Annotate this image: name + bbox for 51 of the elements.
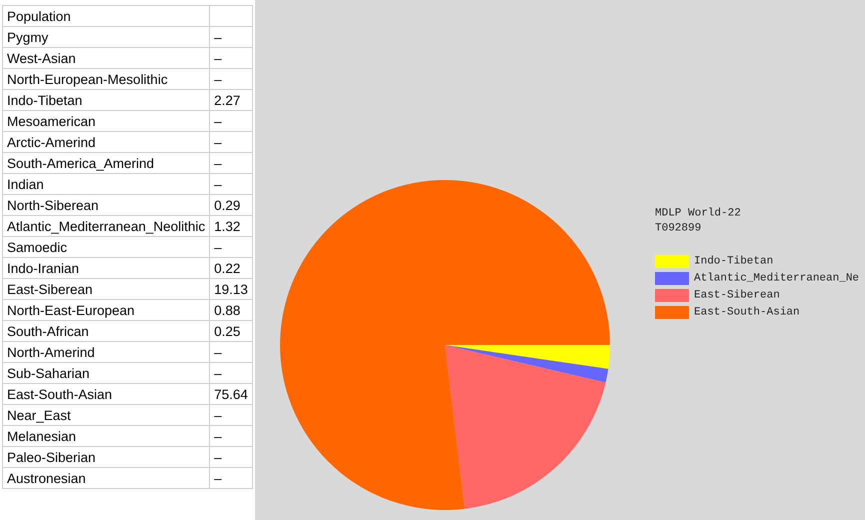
- category-label: Austronesian: [2, 468, 210, 488]
- text: –: [214, 156, 222, 170]
- category-label: Atlantic_Mediterranean_Neolithic: [2, 216, 210, 236]
- text: 0.22: [214, 260, 240, 276]
- category-label: Arctic-Amerind: [2, 132, 210, 152]
- category-label: Indian: [2, 174, 210, 194]
- text: –: [214, 240, 222, 254]
- text: –: [214, 50, 222, 66]
- category-label: Pygmy: [2, 26, 210, 48]
- category-label: North-East-European: [2, 300, 210, 320]
- text: –: [214, 366, 222, 380]
- category-label: West-Asian: [2, 48, 210, 68]
- legend-label: East-Siberean: [694, 290, 780, 302]
- text: –: [214, 134, 222, 150]
- text: –: [214, 428, 222, 444]
- category-label: North-Amerind: [2, 342, 210, 362]
- text: 0.29: [214, 198, 240, 212]
- category-label: North-Siberean: [2, 194, 210, 216]
- text: MDLP World-22: [655, 208, 741, 220]
- text: T092899: [655, 222, 702, 234]
- category-label: Near_East: [2, 404, 210, 426]
- category-label: North-European-Mesolithic: [2, 68, 210, 90]
- category-label: Mesoamerican: [2, 110, 210, 132]
- text: 19.13: [214, 282, 248, 296]
- text: 1.32: [214, 218, 240, 234]
- text: –: [214, 30, 222, 44]
- text: –: [214, 470, 222, 486]
- category-label: Melanesian: [2, 426, 210, 446]
- legend-label: Indo-Tibetan: [694, 256, 774, 268]
- text: –: [214, 408, 222, 422]
- category-label: East-South-Asian: [2, 384, 210, 404]
- category-label: East-Siberean: [2, 278, 210, 300]
- category-label: Samoedic: [2, 236, 210, 258]
- text: –: [214, 176, 222, 192]
- text: 75.64: [214, 386, 248, 402]
- category-label: Indo-Tibetan: [2, 90, 210, 110]
- text: 0.25: [214, 324, 240, 338]
- text: –: [214, 114, 222, 128]
- text: 2.27: [214, 92, 240, 108]
- legend-label: Atlantic_Mediterranean_Ne: [694, 272, 860, 284]
- category-label: Paleo-Siberian: [2, 446, 210, 468]
- category-label: Sub-Saharian: [2, 362, 210, 384]
- legend-label: East-South-Asian: [694, 306, 800, 318]
- text: –: [214, 344, 222, 360]
- text: –: [214, 72, 222, 86]
- category-label: South-African: [2, 320, 210, 342]
- category-label: South-America_Amerind: [2, 152, 210, 174]
- text: –: [214, 450, 222, 464]
- text: Population: [2, 6, 210, 26]
- category-label: Indo-Iranian: [2, 258, 210, 278]
- text: 0.88: [214, 302, 240, 318]
